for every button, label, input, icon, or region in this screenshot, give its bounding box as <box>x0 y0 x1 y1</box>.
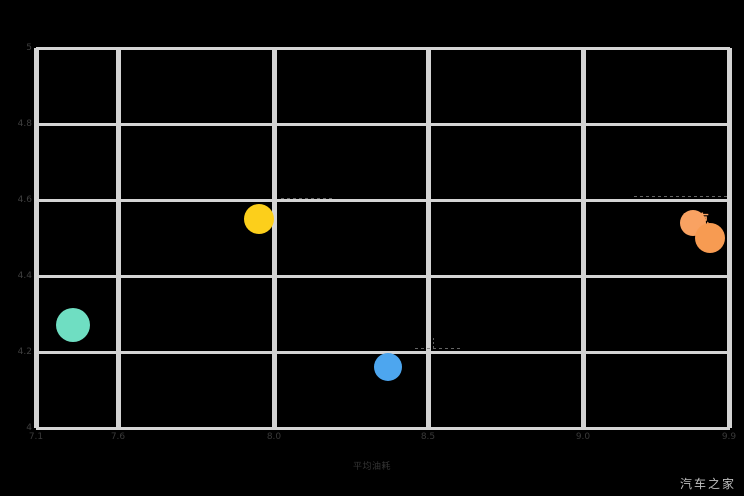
point-teal[interactable] <box>56 308 91 343</box>
y-axis-tick-label: 4 <box>26 423 32 433</box>
point-blue[interactable] <box>373 353 402 382</box>
leader-line-orange <box>634 196 730 197</box>
x-axis-tick-label: 7.6 <box>110 432 126 442</box>
x-axis-tick-label: 9.9 <box>721 432 737 442</box>
gridline-vertical <box>116 48 121 428</box>
point-orange-b[interactable] <box>695 223 726 253</box>
gridline-vertical <box>581 48 586 428</box>
watermark: 汽车之家 <box>679 477 736 491</box>
y-axis-tick-label: 4.2 <box>17 347 32 357</box>
leader-line-blue <box>415 348 463 349</box>
leader-line-yellow <box>281 198 333 199</box>
gridline-horizontal <box>36 123 730 126</box>
x-axis-title: 平均油耗 <box>352 462 391 472</box>
y-axis-tick-label: 4.4 <box>17 271 32 281</box>
point-yellow[interactable] <box>244 204 275 234</box>
gridline-horizontal <box>36 427 730 430</box>
gridline-horizontal <box>36 275 730 278</box>
y-axis-tick-label: 4.8 <box>17 119 32 129</box>
y-axis-tick-label: 5 <box>26 43 32 53</box>
x-axis-tick-label: 8.5 <box>420 432 436 442</box>
gridline-vertical <box>34 48 39 428</box>
y-axis-tick-label: 4.6 <box>17 195 32 205</box>
gridline-vertical <box>426 48 431 428</box>
gridline-horizontal <box>36 199 730 202</box>
x-axis-tick-label: 8.0 <box>266 432 282 442</box>
x-axis-tick-label: 9.0 <box>575 432 591 442</box>
gridline-horizontal <box>36 351 730 354</box>
plot-area <box>34 47 732 430</box>
gridline-vertical <box>272 48 277 428</box>
gridline-horizontal <box>36 47 730 50</box>
gridline-vertical <box>727 48 732 428</box>
leader-tick-blue <box>433 338 434 350</box>
point-label-point-orange-a: 别克 <box>682 212 709 228</box>
x-axis-tick-label: 7.1 <box>28 432 44 442</box>
